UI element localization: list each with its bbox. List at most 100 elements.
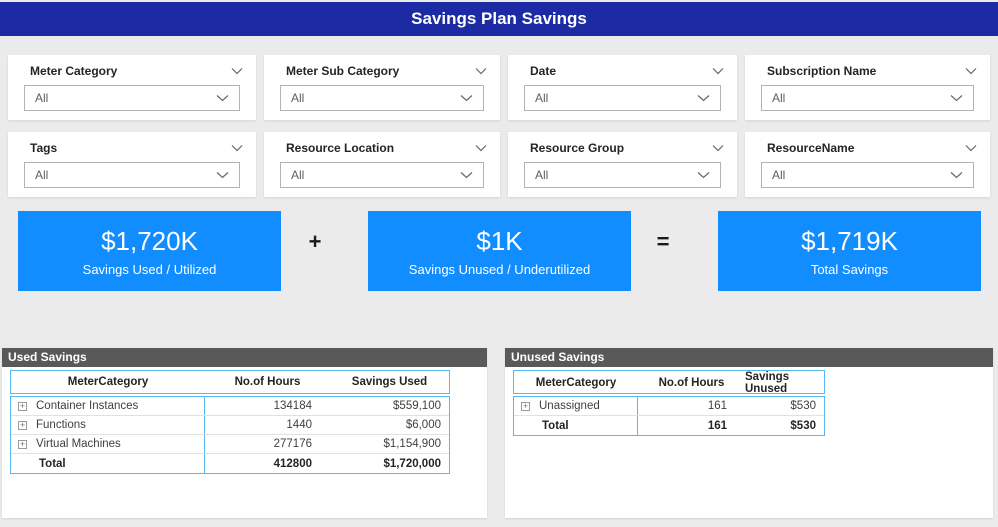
matrix-header-row: MeterCategory No.of Hours Savings Used: [10, 370, 450, 394]
kpi-value: $1,720K: [101, 225, 198, 256]
kpi-card-total-savings: $1,719K Total Savings: [718, 211, 981, 291]
row-hours: 1440: [286, 419, 312, 431]
total-hours: 161: [707, 419, 727, 432]
expand-icon[interactable]: +: [18, 438, 27, 449]
slicer-label: Tags: [30, 141, 58, 155]
total-hours: 412800: [273, 457, 312, 470]
unused-savings-matrix: MeterCategory No.of Hours Savings Unused…: [513, 370, 825, 436]
table-total-row: Total 412800 $1,720,000: [11, 454, 449, 473]
table-row[interactable]: + Functions 1440 $6,000: [11, 416, 449, 435]
slicer-label: Date: [530, 64, 557, 78]
slicer-meter-category: Meter Category All: [8, 55, 256, 120]
slicer-dropdown[interactable]: All: [24, 85, 240, 111]
total-savings: $530: [790, 419, 816, 432]
filter-row-1: Meter Category All Meter Sub Category Al…: [8, 55, 990, 120]
slicer-value: All: [535, 91, 549, 105]
kpi-card-savings-used: $1,720K Savings Used / Utilized: [18, 211, 281, 291]
slicer-tags: Tags All: [8, 132, 256, 197]
slicer-resource-name: ResourceName All: [745, 132, 990, 197]
chevron-down-icon: [950, 94, 963, 102]
table-total-row: Total 161 $530: [514, 416, 824, 435]
matrix-header-row: MeterCategory No.of Hours Savings Unused: [513, 370, 825, 395]
expand-icon[interactable]: +: [18, 419, 27, 430]
row-hours: 134184: [273, 400, 312, 412]
total-label: Total: [11, 454, 205, 473]
unused-savings-title: Unused Savings: [505, 348, 993, 367]
slicer-subscription-name: Subscription Name All: [745, 55, 990, 120]
slicer-dropdown[interactable]: All: [524, 162, 721, 188]
unused-savings-card: Unused Savings MeterCategory No.of Hours…: [505, 348, 993, 518]
slicer-value: All: [772, 168, 786, 182]
row-category: Virtual Machines: [36, 438, 121, 450]
chevron-down-icon[interactable]: [712, 67, 724, 75]
chevron-down-icon: [697, 94, 710, 102]
kpi-card-savings-unused: $1K Savings Unused / Underutilized: [368, 211, 631, 291]
chevron-down-icon: [216, 94, 229, 102]
used-savings-matrix: MeterCategory No.of Hours Savings Used +…: [10, 370, 450, 474]
matrix-body: + Unassigned 161 $530 Total 161 $530: [513, 396, 825, 436]
slicer-value: All: [772, 91, 786, 105]
kpi-value: $1K: [476, 225, 523, 256]
slicer-resource-group: Resource Group All: [508, 132, 737, 197]
chevron-down-icon[interactable]: [475, 67, 487, 75]
slicer-dropdown[interactable]: All: [761, 85, 974, 111]
column-header-meter-category: MeterCategory: [535, 377, 617, 389]
slicer-resource-location: Resource Location All: [264, 132, 500, 197]
report-header: Savings Plan Savings: [0, 2, 998, 36]
row-hours: 277176: [273, 438, 312, 450]
equals-operator: =: [656, 229, 670, 254]
slicer-label: Resource Location: [286, 141, 395, 155]
row-category: Functions: [36, 419, 86, 431]
chevron-down-icon[interactable]: [231, 144, 243, 152]
matrix-body: + Container Instances 134184 $559,100 + Fu…: [10, 396, 450, 474]
slicer-dropdown[interactable]: All: [24, 162, 240, 188]
kpi-value: $1,719K: [801, 225, 898, 256]
kpi-label: Savings Used / Utilized: [82, 261, 217, 277]
chevron-down-icon: [460, 94, 473, 102]
slicer-label: Meter Category: [30, 64, 118, 78]
slicer-dropdown[interactable]: All: [761, 162, 974, 188]
slicer-value: All: [535, 168, 549, 182]
slicer-dropdown[interactable]: All: [280, 162, 484, 188]
slicer-label: Subscription Name: [767, 64, 877, 78]
row-category: Unassigned: [539, 400, 600, 412]
chevron-down-icon[interactable]: [712, 144, 724, 152]
kpi-label: Savings Unused / Underutilized: [408, 261, 591, 277]
slicer-value: All: [291, 168, 305, 182]
chevron-down-icon[interactable]: [475, 144, 487, 152]
total-label: Total: [514, 416, 638, 435]
chevron-down-icon: [460, 171, 473, 179]
row-savings: $559,100: [393, 400, 441, 412]
chevron-down-icon: [216, 171, 229, 179]
table-row[interactable]: + Unassigned 161 $530: [514, 397, 824, 416]
slicer-value: All: [35, 168, 49, 182]
slicer-meter-sub-category: Meter Sub Category All: [264, 55, 500, 120]
kpi-label: Total Savings: [810, 261, 889, 277]
column-header-savings-unused: Savings Unused: [745, 371, 790, 395]
table-row[interactable]: + Virtual Machines 277176 $1,154,900: [11, 435, 449, 454]
expand-icon[interactable]: +: [521, 400, 530, 411]
column-header-hours: No.of Hours: [658, 377, 725, 389]
chevron-down-icon[interactable]: [965, 144, 977, 152]
used-savings-title: Used Savings: [2, 348, 487, 367]
row-hours: 161: [707, 400, 727, 412]
slicer-date: Date All: [508, 55, 737, 120]
slicer-dropdown[interactable]: All: [280, 85, 484, 111]
slicer-dropdown[interactable]: All: [524, 85, 721, 111]
column-header-hours: No.of Hours: [234, 376, 301, 388]
slicer-value: All: [291, 91, 305, 105]
row-category: Container Instances: [36, 400, 139, 412]
expand-icon[interactable]: +: [18, 400, 27, 411]
chevron-down-icon[interactable]: [965, 67, 977, 75]
filter-row-2: Tags All Resource Location All Resource …: [8, 132, 990, 197]
plus-operator: +: [308, 229, 322, 254]
slicer-label: Resource Group: [530, 141, 625, 155]
used-savings-card: Used Savings MeterCategory No.of Hours S…: [2, 348, 487, 518]
slicer-label: Meter Sub Category: [286, 64, 400, 78]
row-savings: $530: [790, 400, 816, 412]
table-row[interactable]: + Container Instances 134184 $559,100: [11, 397, 449, 416]
page-title: Savings Plan Savings: [411, 9, 587, 28]
chevron-down-icon[interactable]: [231, 67, 243, 75]
column-header-meter-category: MeterCategory: [67, 376, 149, 388]
